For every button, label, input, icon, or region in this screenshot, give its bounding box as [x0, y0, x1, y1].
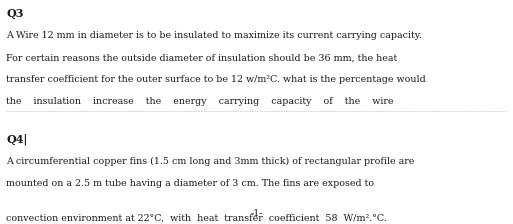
Text: mounted on a 2.5 m tube having a diameter of 3 cm. The fins are exposed to: mounted on a 2.5 m tube having a diamete…	[6, 179, 374, 188]
Text: For certain reasons the outside diameter of insulation should be 36 mm, the heat: For certain reasons the outside diameter…	[6, 53, 398, 62]
Text: A circumferential copper fins (1.5 cm long and 3mm thick) of rectangular profile: A circumferential copper fins (1.5 cm lo…	[6, 157, 415, 166]
Text: A Wire 12 mm in diameter is to be insulated to maximize its current carrying cap: A Wire 12 mm in diameter is to be insula…	[6, 31, 422, 40]
Text: convection environment at 22°C,  with  heat  transfer  coefficient  58  W/m².°C.: convection environment at 22°C, with hea…	[6, 213, 387, 222]
Text: -1-: -1-	[250, 209, 263, 218]
Text: Q4|: Q4|	[6, 134, 28, 145]
Text: the    insulation    increase    the    energy    carrying    capacity    of    : the insulation increase the energy carry…	[6, 97, 393, 106]
Text: transfer coefficient for the outer surface to be 12 w/m²C. what is the percentag: transfer coefficient for the outer surfa…	[6, 75, 426, 84]
Text: Q3: Q3	[6, 8, 24, 19]
